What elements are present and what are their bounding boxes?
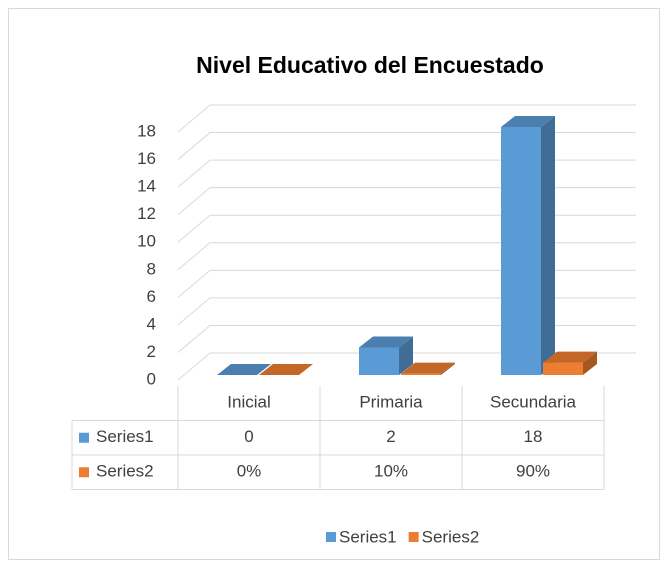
- grid-line: [177, 187, 636, 216]
- table-value: 0%: [237, 462, 262, 481]
- y-tick-label: 16: [137, 149, 156, 168]
- y-tick-label: 2: [147, 342, 156, 361]
- y-tick-label: 14: [137, 177, 156, 196]
- legend-label: Series2: [422, 527, 480, 546]
- bar-top: [401, 362, 455, 374]
- table-value: 90%: [516, 462, 550, 481]
- legend-label: Series1: [339, 527, 397, 546]
- bar-top: [259, 364, 313, 375]
- bar-front: [501, 127, 541, 375]
- legend-key: [326, 532, 336, 542]
- bar: [359, 336, 413, 375]
- bar-top: [501, 116, 555, 127]
- chart-title: Nivel Educativo del Encuestado: [196, 52, 544, 78]
- bar-top: [543, 351, 597, 363]
- grid-line: [177, 132, 636, 160]
- table-legend-key: [79, 467, 89, 478]
- grid-line: [177, 324, 636, 353]
- table-series-name: Series1: [96, 427, 154, 446]
- y-tick-label: 10: [137, 232, 156, 251]
- bar-top: [217, 364, 271, 375]
- bar-side: [541, 116, 555, 375]
- y-tick-label: 8: [147, 259, 156, 278]
- bar-side: [583, 351, 597, 375]
- bar-side: [399, 336, 413, 375]
- bar-front: [401, 373, 441, 375]
- table-value: 0: [244, 427, 253, 446]
- grid-line: [177, 214, 636, 243]
- legend-key: [408, 532, 419, 542]
- bar: [401, 362, 455, 375]
- grid-line: [177, 269, 636, 298]
- bar-front: [359, 347, 399, 375]
- bar-side: [441, 362, 455, 375]
- grid-line: [177, 352, 636, 381]
- table-value: 2: [386, 427, 395, 446]
- y-tick-label: 4: [147, 314, 156, 333]
- table-value: 10%: [374, 462, 408, 481]
- y-tick-label: 0: [147, 369, 156, 388]
- grid-line: [177, 242, 636, 271]
- table-legend-key: [79, 432, 89, 443]
- bar-front: [543, 362, 583, 375]
- y-tick-label: 18: [137, 121, 156, 140]
- bar: [543, 351, 597, 375]
- bar: [259, 364, 313, 375]
- grid-line: [177, 297, 636, 326]
- bar: [501, 116, 555, 375]
- table-series-name: Series2: [96, 462, 154, 481]
- y-tick-label: 12: [137, 204, 156, 223]
- bar: [217, 364, 271, 375]
- grid-line: [177, 159, 636, 188]
- x-tick-label: Primaria: [359, 393, 423, 412]
- x-tick-label: Inicial: [227, 393, 270, 412]
- table-value: 18: [524, 427, 543, 446]
- grid-line: [177, 104, 636, 133]
- x-tick-label: Secundaria: [490, 393, 577, 412]
- y-tick-label: 6: [147, 287, 156, 306]
- bar-top: [359, 336, 413, 348]
